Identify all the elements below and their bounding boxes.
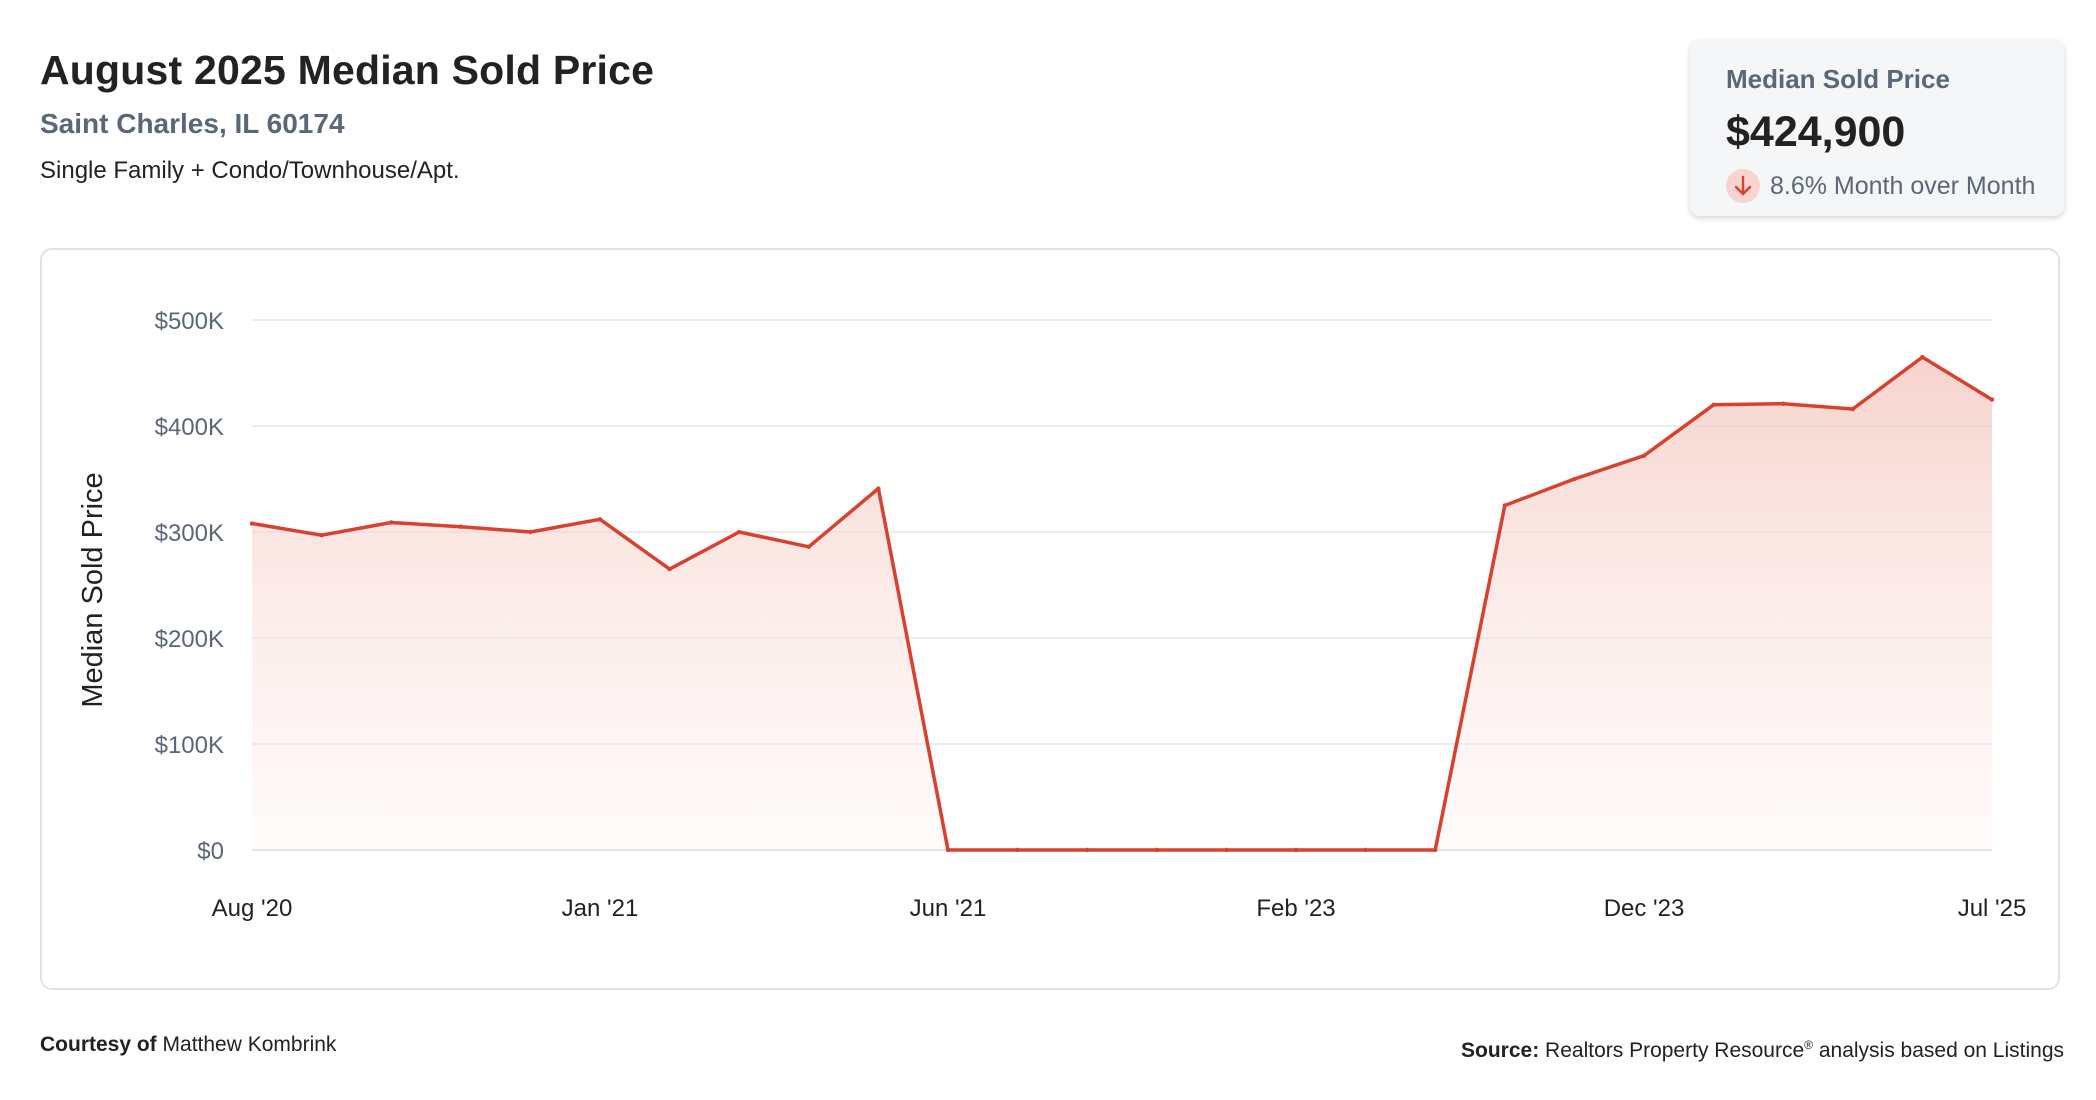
price-line <box>250 355 1994 852</box>
y-tick-label: $0 <box>197 838 224 865</box>
data-point[interactable] <box>1154 847 1160 853</box>
property-types: Single Family + Condo/Townhouse/Apt. <box>40 157 460 184</box>
y-tick-label: $100K <box>155 732 224 759</box>
data-point[interactable] <box>1363 847 1368 853</box>
y-axis-title: Median Sold Price <box>77 472 109 707</box>
source-text: Realtors Property Resource <box>1545 1039 1805 1062</box>
footer-courtesy: Courtesy of Matthew Kombrink <box>40 1030 336 1060</box>
data-point[interactable] <box>597 517 603 522</box>
data-point[interactable] <box>1015 847 1020 853</box>
x-tick-label: Dec '23 <box>1604 895 1685 922</box>
chart-container: $0 $100K $200K $300K $400K $500K Aug '20 Jan '… <box>40 248 2060 990</box>
data-point[interactable] <box>1224 847 1229 853</box>
y-tick-label: $200K <box>155 626 224 653</box>
data-point[interactable] <box>1711 402 1716 407</box>
location-subtitle: Saint Charles, IL 60174 <box>40 108 345 139</box>
data-point[interactable] <box>1433 847 1438 853</box>
data-point[interactable] <box>389 520 394 525</box>
y-tick-label: $400K <box>155 414 224 441</box>
stat-value: $424,900 <box>1726 108 1906 156</box>
data-point[interactable] <box>1989 397 1995 402</box>
data-point[interactable] <box>249 521 255 526</box>
data-point[interactable] <box>458 524 463 529</box>
data-point[interactable] <box>319 532 324 538</box>
stat-change: 8.6% Month over Month <box>1726 168 2064 204</box>
data-point[interactable] <box>1850 406 1856 412</box>
y-tick-label: $500K <box>155 308 224 335</box>
data-point[interactable] <box>1572 476 1577 482</box>
data-point[interactable] <box>806 544 811 550</box>
y-tick-label: $300K <box>155 520 224 547</box>
data-point[interactable] <box>1641 453 1647 458</box>
data-point[interactable] <box>1920 354 1925 360</box>
data-point[interactable] <box>876 486 881 491</box>
registered-mark: ® <box>1804 1038 1813 1052</box>
stat-change-text: 8.6% Month over Month <box>1770 172 2036 200</box>
x-tick-label: Feb '23 <box>1256 895 1335 922</box>
data-point[interactable] <box>1502 503 1508 508</box>
x-tick-label: Jul '25 <box>1958 895 2027 922</box>
header: August 2025 Median Sold Price Saint Char… <box>40 40 654 188</box>
data-point[interactable] <box>1085 847 1090 853</box>
source-suffix: analysis based on Listings <box>1818 1039 2064 1062</box>
stat-label: Median Sold Price <box>1726 64 1950 94</box>
median-price-chart: $0 $100K $200K $300K $400K $500K Aug '20 Jan '… <box>77 308 2027 922</box>
median-price-card: Median Sold Price $424,900 8.6% Month ov… <box>1690 40 2064 216</box>
data-point[interactable] <box>667 566 672 572</box>
arrow-down-icon <box>1726 169 1760 203</box>
price-area <box>252 357 1992 850</box>
courtesy-label: Courtesy of <box>40 1033 157 1056</box>
data-point[interactable] <box>1781 401 1786 406</box>
x-tick-label: Aug '20 <box>212 895 293 922</box>
x-tick-label: Jun '21 <box>910 895 987 922</box>
data-point[interactable] <box>1293 847 1299 853</box>
footer-source: Source: Realtors Property Resource® anal… <box>1461 1030 2064 1066</box>
page-title: August 2025 Median Sold Price <box>40 47 655 93</box>
x-tick-label: Jan '21 <box>562 895 639 922</box>
data-point[interactable] <box>737 529 742 535</box>
data-point[interactable] <box>945 847 951 853</box>
courtesy-name: Matthew Kombrink <box>162 1033 337 1056</box>
source-label: Source: <box>1461 1039 1540 1062</box>
data-point[interactable] <box>528 529 533 535</box>
